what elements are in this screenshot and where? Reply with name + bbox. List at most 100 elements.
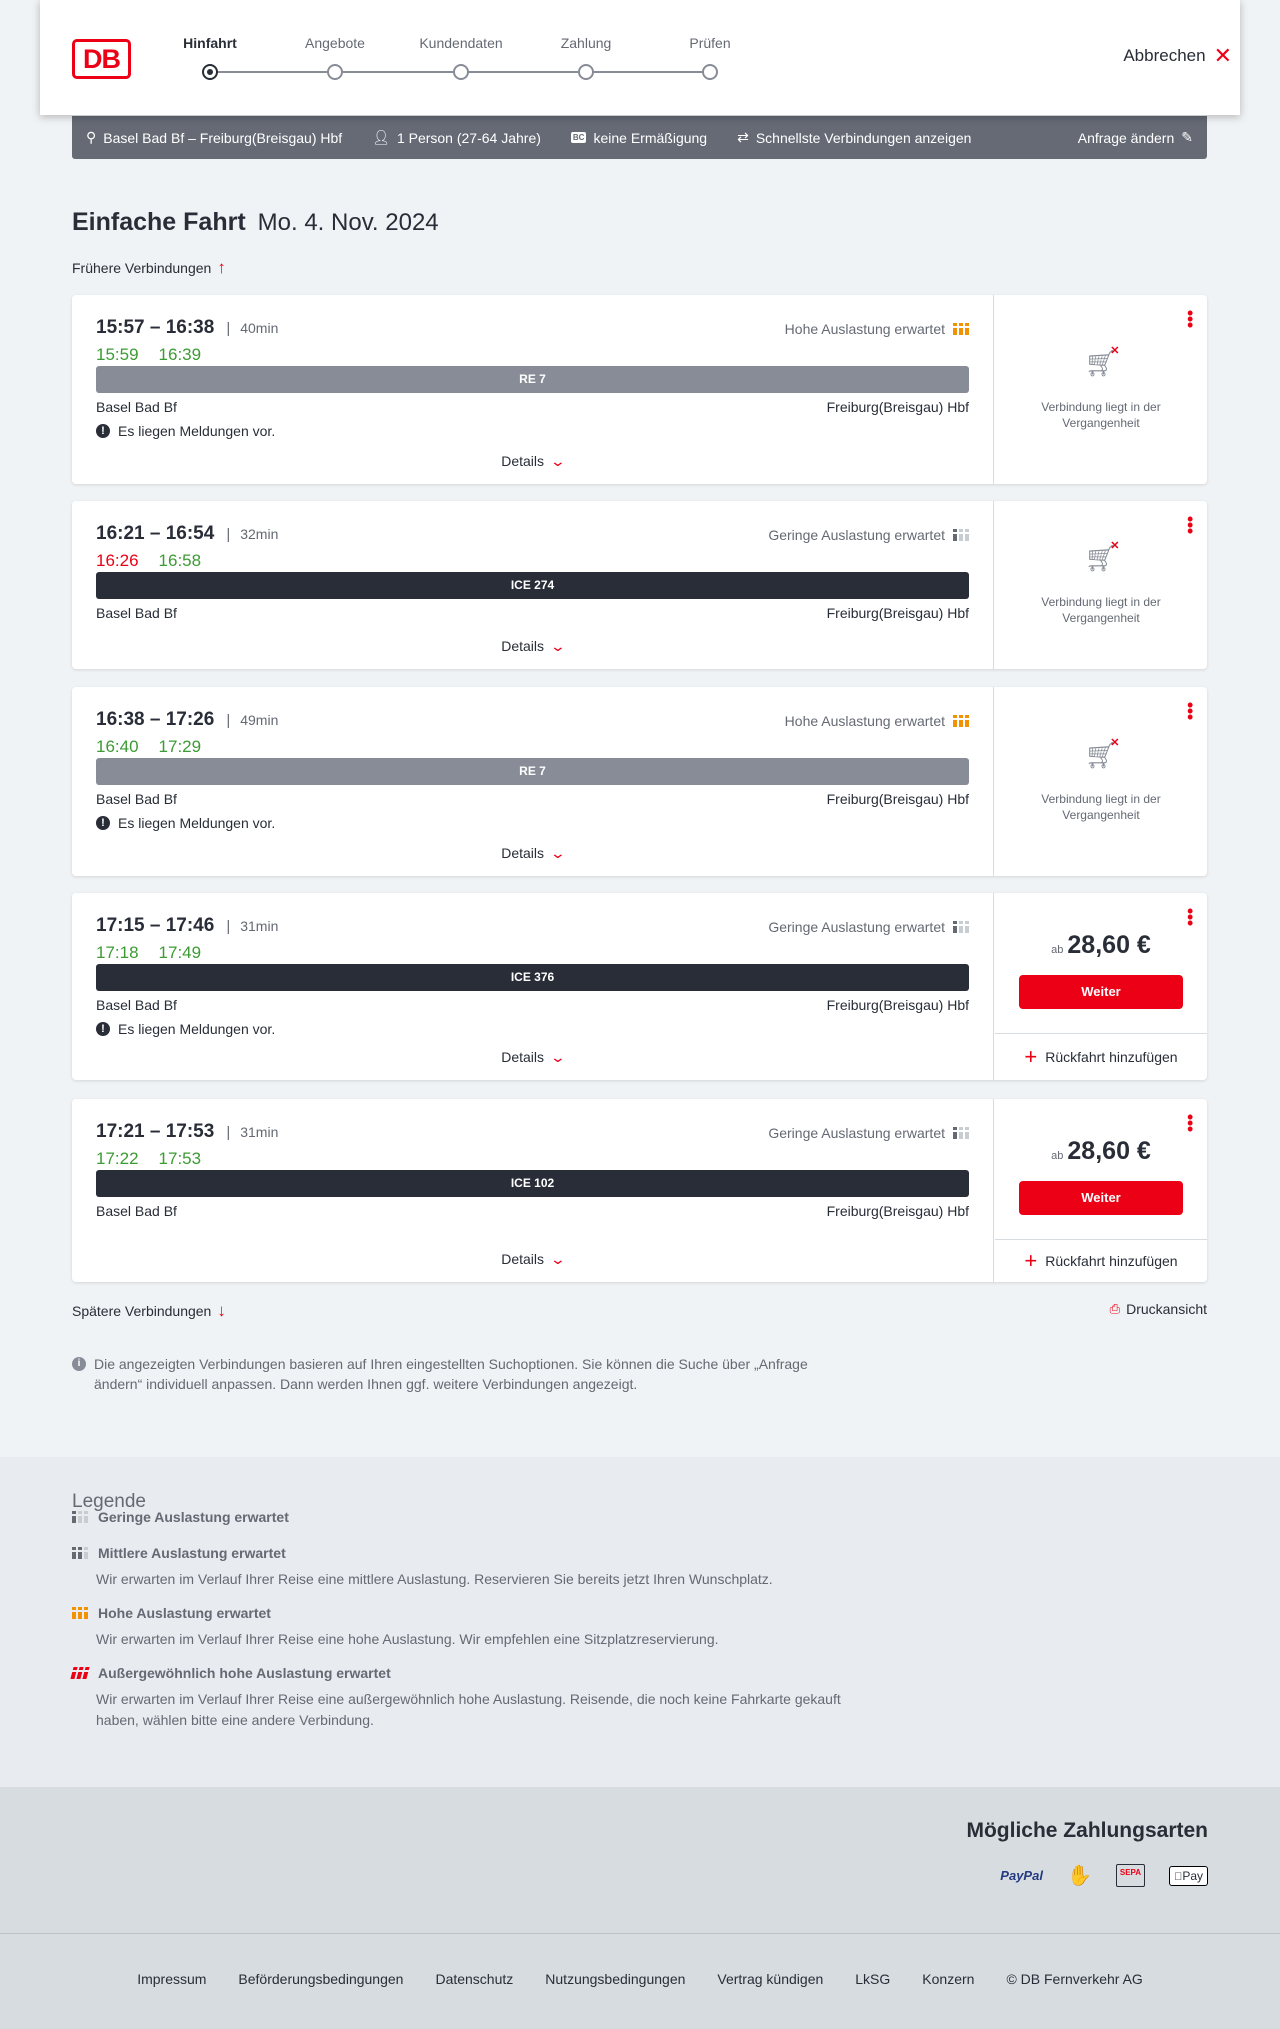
chevron-down-icon: ⌄ [549, 1251, 567, 1267]
more-options-icon[interactable]: • • • [1187, 509, 1194, 541]
bahncard-icon: BC [570, 132, 587, 143]
realtime-arrival: 16:39 [158, 345, 202, 364]
info-icon: i [72, 1357, 86, 1371]
connection-card: 15:57 – 16:38 | 40min Hohe Auslastung erwar… [72, 295, 1207, 484]
trip-type: Einfache Fahrt [72, 208, 246, 236]
disruption-message[interactable]: ! Es liegen Meldungen vor. [96, 423, 275, 439]
planned-time-range: 15:57 – 16:38 [96, 317, 215, 338]
route-summary[interactable]: ⚲ Basel Bad Bf – Freiburg(Breisgau) Hbf [86, 129, 342, 146]
train-bar[interactable]: RE 7 [96, 366, 969, 393]
connection-main: 15:57 – 16:38 | 40min Hohe Auslastung erwar… [72, 295, 994, 484]
details-toggle[interactable]: Details ⌄ [72, 1251, 993, 1268]
plus-icon: + [1024, 1044, 1038, 1069]
divider: | [226, 1123, 231, 1141]
continue-button[interactable]: Weiter [1019, 1181, 1183, 1215]
swap-arrows-icon: ⇄ [737, 129, 749, 145]
divider: | [226, 917, 231, 935]
add-return-trip-button[interactable]: + Rückfahrt hinzufügen [995, 1239, 1207, 1282]
db-logo[interactable]: DB [72, 39, 131, 79]
planned-times: 16:38 – 17:26 | 49min [96, 709, 278, 731]
occupancy-indicator: Geringe Auslastung erwartet [768, 527, 969, 543]
past-connection-text: Verbindung liegt in der Vergangenheit [1041, 595, 1161, 625]
price-value: 28,60 € [1067, 1137, 1151, 1165]
more-options-icon[interactable]: • • • [1187, 695, 1194, 727]
legend-item-title-row: Außergewöhnlich hohe Auslastung erwartet [70, 1665, 852, 1681]
footer-link[interactable]: Datenschutz [435, 1971, 514, 1987]
legend-title: Legende [72, 1491, 146, 1512]
arrival-station: Freiburg(Breisgau) Hbf [826, 1203, 969, 1219]
legend-item-title-row: Mittlere Auslastung erwartet [72, 1545, 852, 1561]
earlier-connections-link[interactable]: Frühere Verbindungen ↑ [72, 258, 226, 278]
more-options-icon[interactable]: • • • [1187, 303, 1194, 335]
occupancy-text: Geringe Auslastung erwartet [768, 1125, 945, 1141]
disruption-message[interactable]: ! Es liegen Meldungen vor. [96, 1021, 275, 1037]
continue-button[interactable]: Weiter [1019, 975, 1183, 1009]
later-connections-link[interactable]: Spätere Verbindungen ↓ [72, 1301, 226, 1321]
exclamation-icon: ! [96, 1022, 110, 1036]
footer-link[interactable]: Beförderungsbedingungen [238, 1971, 404, 1987]
fastest-toggle[interactable]: ⇄ Schnellste Verbindungen anzeigen [737, 129, 971, 146]
details-toggle[interactable]: Details ⌄ [72, 845, 993, 862]
apple-pay-logo: Pay [1169, 1865, 1208, 1886]
realtime-times: 16:26 16:58 [96, 551, 201, 571]
occupancy-text: Geringe Auslastung erwartet [768, 919, 945, 935]
train-bar[interactable]: ICE 376 [96, 964, 969, 991]
step-indicator-0 [202, 64, 218, 80]
footer-link[interactable]: Nutzungsbedingungen [545, 1971, 686, 1987]
occupancy-high-icon [953, 715, 969, 727]
footer-link[interactable]: LkSG [855, 1971, 891, 1987]
footer-link[interactable]: © DB Fernverkehr AG [1006, 1971, 1143, 1987]
step-label-1: Angebote [305, 35, 365, 51]
discount-summary[interactable]: BC keine Ermäßigung [570, 130, 707, 146]
price: ab 28,60 € [995, 1137, 1207, 1166]
occupancy-indicator: Geringe Auslastung erwartet [768, 1125, 969, 1141]
location-pin-icon: ⚲ [86, 129, 97, 145]
price: ab 28,60 € [995, 931, 1207, 960]
footer-link[interactable]: Impressum [137, 1971, 207, 1987]
train-bar[interactable]: ICE 102 [96, 1170, 969, 1197]
offer-panel: • • • 🛒︎ ✕ Verbindung liegt in der Vergangenh… [995, 501, 1207, 669]
past-connection-text: Verbindung liegt in der Vergangenheit [1041, 791, 1161, 822]
details-toggle[interactable]: Details ⌄ [72, 1049, 993, 1066]
earlier-label: Frühere Verbindungen [72, 260, 212, 276]
more-options-icon[interactable]: • • • [1187, 901, 1194, 933]
exclamation-icon: ! [96, 816, 110, 830]
departure-station: Basel Bad Bf [96, 997, 177, 1013]
sepa-logo: SEPA [1115, 1864, 1146, 1887]
price-value: 28,60 € [1067, 931, 1151, 959]
legend-item-title: Außergewöhnlich hohe Auslastung erwartet [98, 1665, 391, 1681]
step-label-4: Prüfen [689, 35, 731, 51]
change-request-button[interactable]: Anfrage ändern ✎ [1078, 129, 1193, 146]
print-view-link[interactable]: ⎙ Druckansicht [1110, 1301, 1207, 1317]
price-prefix: ab [1051, 1150, 1064, 1162]
step-indicator-3 [578, 64, 594, 80]
occupancy-indicator: Hohe Auslastung erwartet [785, 713, 969, 729]
legend-item-description: Wir erwarten im Verlauf Ihrer Reise eine… [96, 1631, 719, 1647]
details-toggle[interactable]: Details ⌄ [72, 453, 993, 470]
arrow-up-icon: ↑ [217, 258, 226, 277]
details-toggle[interactable]: Details ⌄ [72, 638, 993, 655]
train-bar[interactable]: ICE 274 [96, 572, 969, 599]
info-note: i Die angezeigten Verbindungen basieren … [72, 1354, 852, 1394]
message-text: Es liegen Meldungen vor. [118, 423, 276, 439]
add-return-trip-button[interactable]: + Rückfahrt hinzufügen [995, 1033, 1207, 1080]
exclamation-icon: ! [96, 424, 110, 438]
print-label: Druckansicht [1126, 1301, 1207, 1317]
offer-panel: • • • 🛒︎ ✕ Verbindung liegt in der Vergangenh… [995, 295, 1207, 484]
connection-main: 16:38 – 17:26 | 49min Hohe Auslastung erwar… [72, 687, 994, 876]
more-options-icon[interactable]: • • • [1187, 1107, 1194, 1139]
planned-time-range: 16:21 – 16:54 [96, 523, 215, 544]
step-indicator-2 [453, 64, 469, 80]
footer-link[interactable]: Vertrag kündigen [717, 1971, 824, 1987]
offer-panel: • • • ab 28,60 € Weiter + Rückfahrt hinzufügen [995, 1099, 1207, 1282]
cancel-button[interactable]: Abbrechen ✕ [1123, 45, 1232, 67]
change-request-text: Anfrage ändern [1077, 129, 1175, 146]
footer-link[interactable]: Konzern [922, 1971, 975, 1987]
pencil-icon: ✎ [1181, 129, 1193, 145]
realtime-arrival: 17:49 [158, 943, 202, 962]
occupancy-high-icon [953, 323, 969, 335]
train-bar[interactable]: RE 7 [96, 758, 969, 785]
disruption-message[interactable]: ! Es liegen Meldungen vor. [96, 815, 275, 831]
travellers-summary[interactable]: 👤︎ 1 Person (27-64 Jahre) [372, 129, 541, 146]
legend-item-mid: Mittlere Auslastung erwartet Wir erwarten… [72, 1545, 852, 1590]
